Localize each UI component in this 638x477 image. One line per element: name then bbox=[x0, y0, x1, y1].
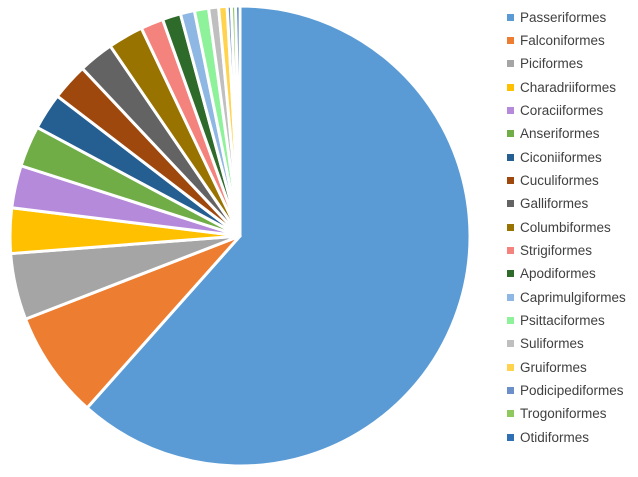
legend-swatch bbox=[507, 223, 514, 231]
legend-item-charadriiformes: Charadriiformes bbox=[507, 78, 616, 96]
legend-swatch bbox=[507, 200, 514, 208]
legend-swatch bbox=[507, 60, 514, 68]
legend-swatch bbox=[507, 433, 514, 441]
legend-item-cuculiformes: Cuculiformes bbox=[507, 171, 599, 189]
legend-item-anseriformes: Anseriformes bbox=[507, 125, 600, 143]
legend-label: Trogoniformes bbox=[520, 406, 607, 422]
legend-label: Columbiformes bbox=[520, 219, 611, 235]
legend-label: Piciformes bbox=[520, 56, 584, 72]
legend-swatch bbox=[507, 270, 514, 278]
pie-slice-falconiformes bbox=[24, 234, 242, 410]
legend-label: Charadriiformes bbox=[520, 79, 617, 95]
legend-swatch bbox=[507, 106, 514, 114]
pie-slice-passeriformes bbox=[85, 4, 472, 468]
legend-label: Passeriformes bbox=[520, 9, 607, 25]
legend-item-ciconiiformes: Ciconiiformes bbox=[507, 148, 602, 166]
legend-label: Coraciiformes bbox=[520, 102, 604, 118]
legend-swatch bbox=[507, 410, 514, 418]
legend-label: Otidiformes bbox=[520, 429, 590, 445]
legend-label: Galliformes bbox=[520, 196, 589, 212]
legend-item-caprimulgiformes: Caprimulgiformes bbox=[507, 288, 626, 306]
legend-label: Suliformes bbox=[520, 336, 584, 352]
legend-label: Podicipediformes bbox=[520, 383, 624, 399]
legend-swatch bbox=[507, 36, 514, 44]
legend-item-trogoniformes: Trogoniformes bbox=[507, 405, 607, 423]
pie-slice-otidiformes bbox=[234, 4, 242, 238]
legend-swatch bbox=[507, 83, 514, 91]
legend-swatch bbox=[507, 293, 514, 301]
legend-label: Caprimulgiformes bbox=[520, 289, 626, 305]
legend-item-suliformes: Suliformes bbox=[507, 335, 584, 353]
legend-label: Psittaciformes bbox=[520, 313, 605, 329]
legend-label: Gruiformes bbox=[520, 359, 587, 375]
legend-item-galliformes: Galliformes bbox=[507, 195, 588, 213]
legend-swatch bbox=[507, 176, 514, 184]
legend-item-coraciiformes: Coraciiformes bbox=[507, 101, 603, 119]
legend-swatch bbox=[507, 130, 514, 138]
legend-item-columbiformes: Columbiformes bbox=[507, 218, 611, 236]
legend-label: Anseriformes bbox=[520, 126, 600, 142]
legend-item-strigiformes: Strigiformes bbox=[507, 242, 592, 260]
legend-item-gruiformes: Gruiformes bbox=[507, 358, 587, 376]
legend-item-otidiformes: Otidiformes bbox=[507, 428, 589, 446]
legend-item-podicipediformes: Podicipediformes bbox=[507, 382, 624, 400]
legend-label: Ciconiiformes bbox=[520, 149, 602, 165]
legend-swatch bbox=[507, 153, 514, 161]
legend-swatch bbox=[507, 340, 514, 348]
legend-swatch bbox=[507, 387, 514, 395]
legend-item-psittaciformes: Psittaciformes bbox=[507, 312, 605, 330]
legend-label: Cuculiformes bbox=[520, 172, 599, 188]
legend-swatch bbox=[507, 13, 514, 21]
legend-item-piciformes: Piciformes bbox=[507, 55, 583, 73]
legend-item-passeriformes: Passeriformes bbox=[507, 8, 606, 26]
legend-label: Strigiformes bbox=[520, 243, 593, 258]
legend-label: Falconiformes bbox=[520, 32, 605, 48]
legend-label: Apodiformes bbox=[520, 266, 596, 282]
legend-item-falconiformes: Falconiformes bbox=[507, 31, 605, 49]
legend-swatch bbox=[507, 317, 514, 325]
legend-swatch bbox=[507, 247, 514, 254]
legend-item-apodiformes: Apodiformes bbox=[507, 265, 596, 283]
legend-swatch bbox=[507, 363, 514, 371]
